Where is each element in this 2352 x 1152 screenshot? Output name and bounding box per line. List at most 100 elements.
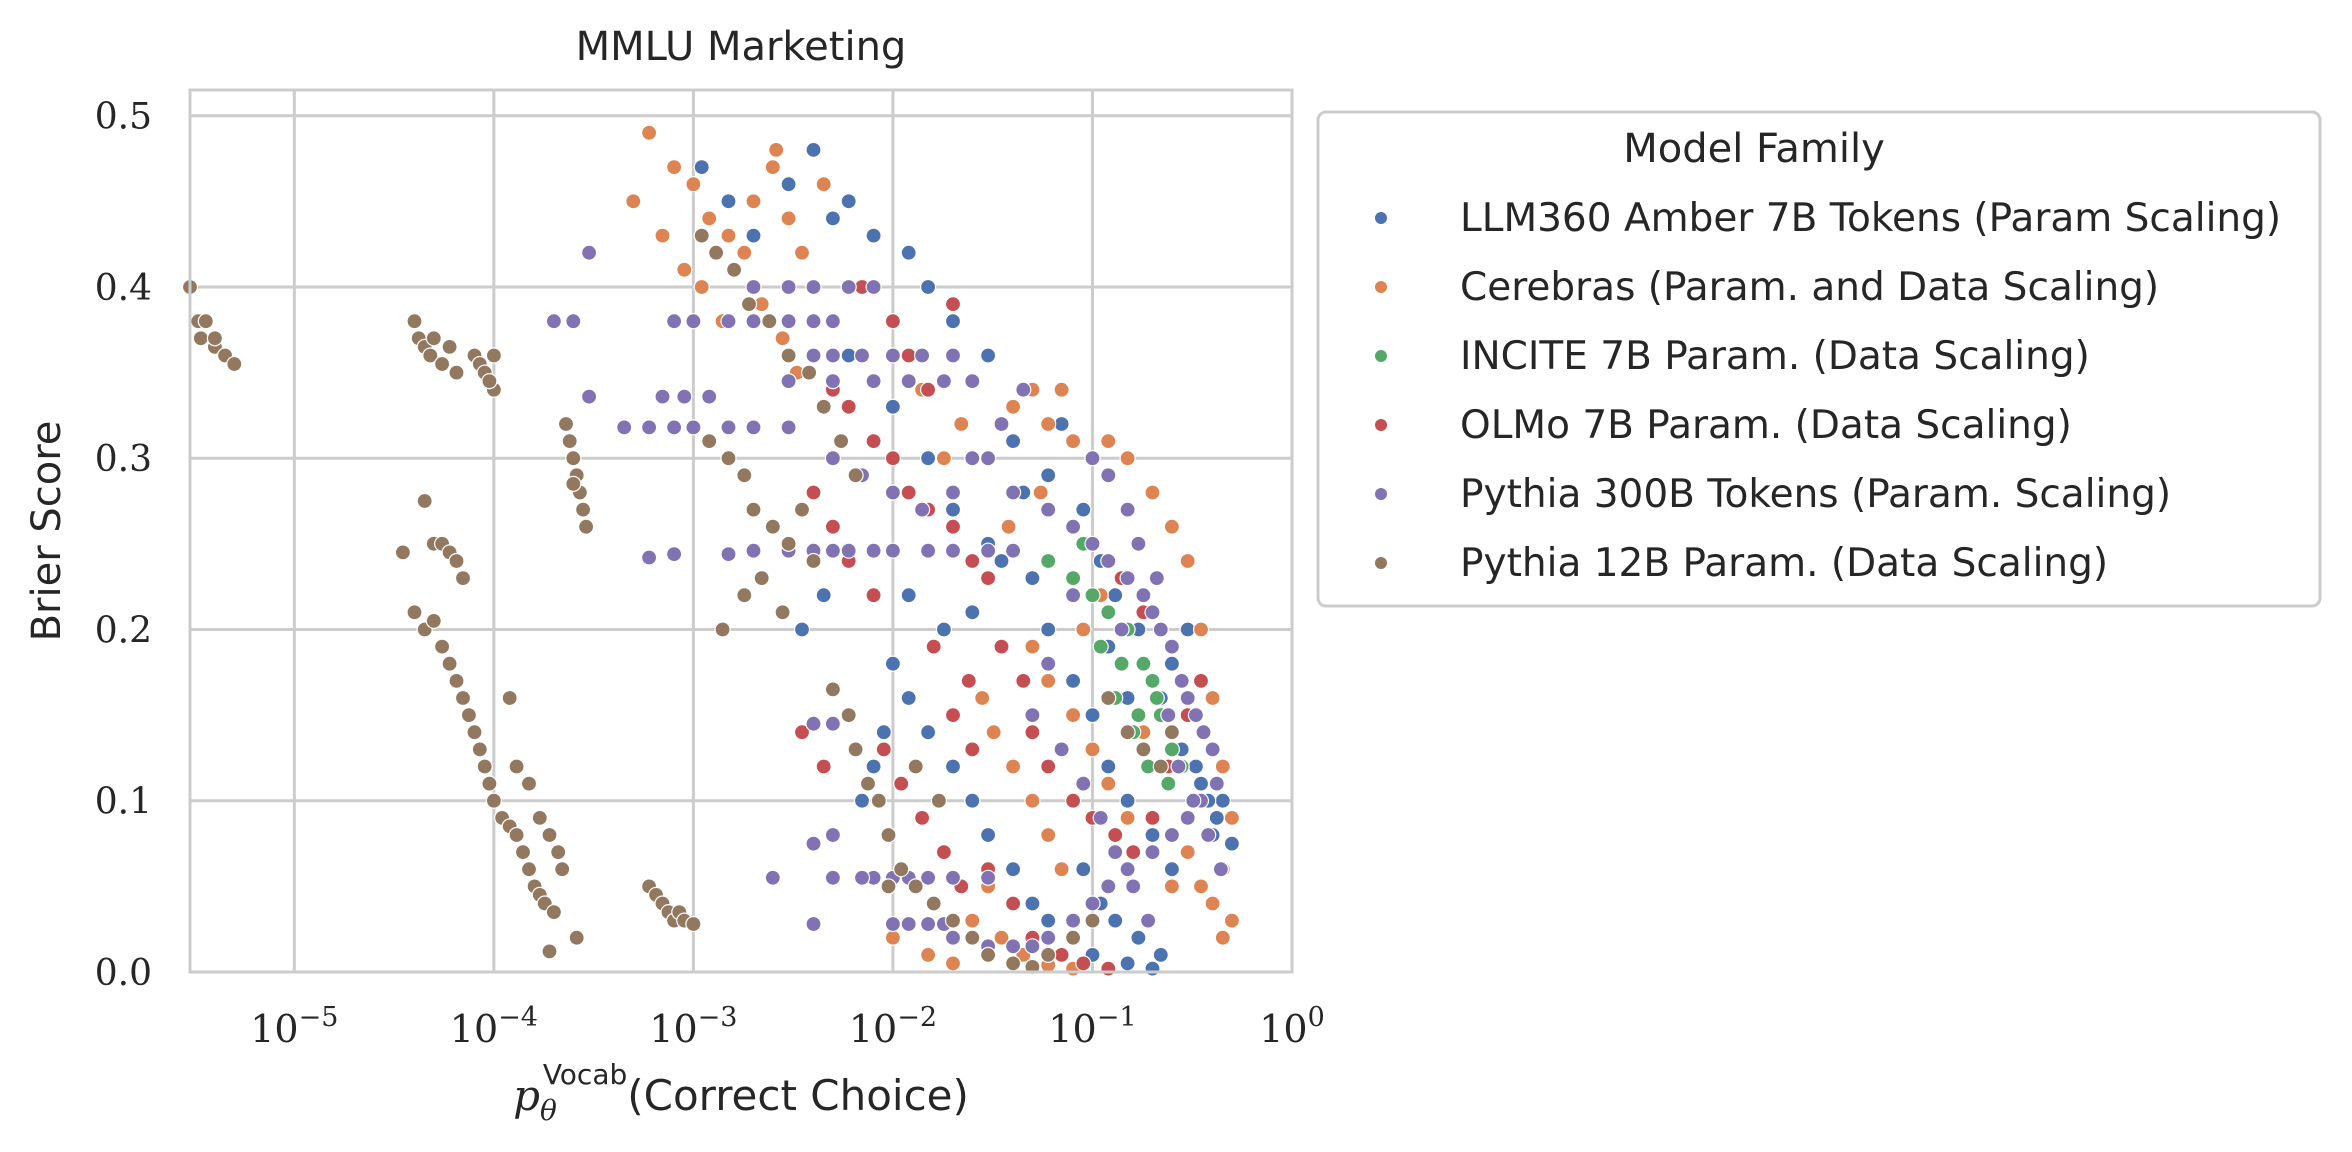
- data-point: [815, 587, 832, 604]
- data-point: [805, 313, 822, 330]
- data-point: [471, 741, 488, 758]
- data-point: [1015, 381, 1032, 398]
- data-point: [800, 364, 818, 381]
- series-6: [181, 227, 1181, 976]
- data-point: [1144, 604, 1161, 621]
- data-point: [780, 278, 797, 296]
- data-point: [1148, 689, 1165, 707]
- data-point: [1040, 552, 1057, 570]
- y-tick-label: 0.3: [95, 439, 152, 480]
- y-tick-label: 0.5: [95, 97, 152, 138]
- data-point: [1119, 724, 1136, 741]
- data-point: [805, 552, 822, 570]
- data-point: [508, 826, 525, 844]
- data-point: [1024, 569, 1041, 587]
- data-point: [1152, 758, 1169, 775]
- legend-item: Cerebras (Param. and Data Scaling): [1375, 265, 2159, 310]
- data-point: [745, 227, 762, 244]
- data-point: [964, 373, 981, 390]
- data-point: [832, 433, 850, 450]
- data-point: [824, 518, 842, 535]
- data-point: [913, 501, 931, 518]
- data-point: [1064, 706, 1082, 724]
- data-point: [964, 792, 981, 809]
- data-point: [434, 355, 451, 373]
- data-point: [930, 792, 948, 809]
- data-point: [884, 929, 902, 946]
- data-point: [1040, 467, 1057, 484]
- data-point: [964, 912, 981, 929]
- data-point: [394, 544, 411, 561]
- data-point: [805, 141, 822, 158]
- data-point: [1024, 792, 1041, 809]
- data-point: [900, 689, 917, 707]
- data-point: [1135, 741, 1152, 758]
- data-point: [1053, 861, 1070, 878]
- data-point: [1187, 758, 1205, 775]
- data-point: [736, 244, 753, 261]
- data-point: [900, 915, 917, 933]
- legend-items: LLM360 Amber 7B Tokens (Param Scaling) Ce…: [1375, 196, 2281, 586]
- data-point: [824, 715, 842, 732]
- data-point: [1144, 809, 1161, 827]
- x-axis-label: pθVocab(Correct Choice): [513, 1058, 969, 1127]
- data-point: [1075, 955, 1092, 972]
- data-point: [859, 775, 877, 792]
- data-point: [425, 330, 442, 347]
- data-point: [561, 433, 578, 450]
- data-point: [824, 869, 842, 886]
- data-point: [865, 373, 882, 390]
- data-point: [448, 364, 465, 381]
- data-point: [1223, 835, 1241, 852]
- data-point: [1004, 955, 1022, 972]
- data-point: [1163, 655, 1181, 672]
- data-point: [840, 398, 857, 415]
- data-point: [805, 835, 822, 852]
- x-axis-label-subscript: θ: [540, 1094, 557, 1127]
- data-point: [1053, 415, 1070, 433]
- data-point: [1179, 843, 1196, 861]
- data-point: [964, 450, 981, 467]
- data-point: [448, 552, 465, 570]
- data-point: [520, 775, 538, 792]
- data-point: [900, 347, 917, 364]
- data-point: [1163, 638, 1181, 655]
- data-point: [685, 176, 702, 193]
- data-point: [1004, 433, 1022, 450]
- data-point: [422, 347, 439, 364]
- data-point: [1024, 938, 1041, 955]
- x-tick-label: 10−2: [849, 1002, 937, 1051]
- data-point: [720, 193, 737, 210]
- data-point: [780, 535, 797, 552]
- data-point: [953, 415, 970, 433]
- data-point: [707, 244, 725, 261]
- data-point: [847, 741, 864, 758]
- data-point: [1100, 433, 1117, 450]
- data-point: [714, 621, 731, 638]
- legend-label: LLM360 Amber 7B Tokens (Param Scaling): [1460, 196, 2281, 241]
- data-point: [1144, 960, 1161, 977]
- data-point: [919, 946, 937, 964]
- data-point: [736, 467, 753, 484]
- data-point: [531, 809, 548, 827]
- data-point: [1173, 672, 1190, 690]
- data-point: [964, 929, 981, 946]
- data-point: [1113, 621, 1130, 638]
- data-point: [1064, 518, 1082, 535]
- data-point: [925, 895, 942, 912]
- legend-marker: [1375, 419, 1387, 431]
- y-tick-label: 0.1: [95, 782, 152, 823]
- data-point: [740, 296, 758, 313]
- data-point: [1223, 912, 1241, 929]
- data-point: [900, 484, 917, 501]
- data-point: [1053, 381, 1070, 398]
- data-point: [865, 758, 882, 775]
- data-point: [574, 501, 592, 518]
- data-point: [1179, 552, 1196, 570]
- data-point: [1179, 689, 1196, 707]
- data-point: [406, 604, 423, 621]
- data-point: [485, 792, 502, 809]
- data-point: [1015, 672, 1032, 690]
- data-point: [919, 542, 937, 559]
- data-point: [541, 943, 558, 960]
